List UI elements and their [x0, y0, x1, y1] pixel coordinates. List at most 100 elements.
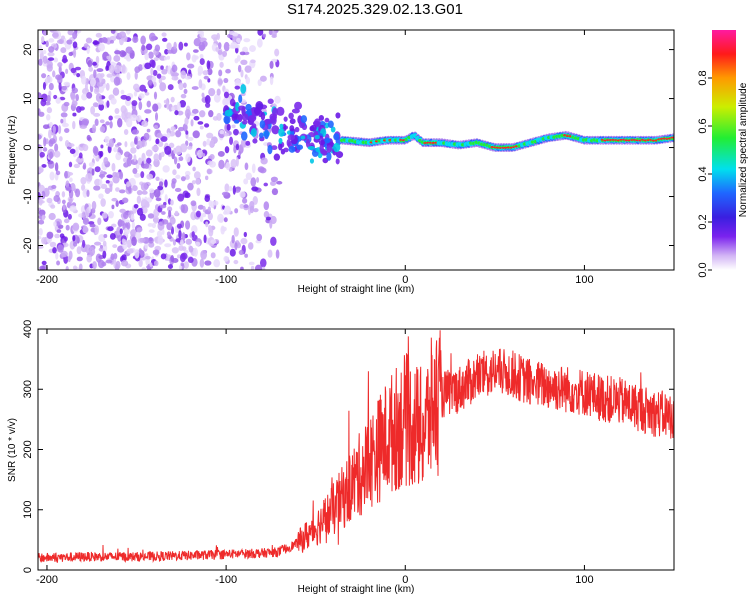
spectrogram-noise-blob — [38, 228, 43, 236]
spectrogram-noise-blob — [109, 120, 113, 129]
spectrogram-noise-blob — [67, 213, 72, 220]
spectrogram-noise-blob — [55, 97, 61, 104]
spectrogram-noise-blob — [103, 156, 109, 165]
spectrogram-noise-blob — [152, 103, 159, 112]
spectrogram-noise-blob — [119, 208, 126, 214]
spectrogram-transition-blob — [335, 112, 341, 119]
spectrogram-noise-blob — [102, 240, 107, 247]
spectrogram-noise-blob — [274, 95, 281, 104]
spectrogram-noise-blob — [167, 65, 172, 75]
spectrogram-noise-blob — [205, 102, 211, 108]
spectrogram-noise-blob — [167, 206, 173, 212]
spectrogram-noise-blob — [86, 189, 90, 197]
spectrogram-transition-blob — [238, 94, 243, 103]
spectrogram-noise-blob — [76, 246, 82, 255]
spectrogram-noise-blob — [257, 79, 262, 87]
spectrogram-noise-blob — [58, 124, 62, 134]
spectrogram-noise-blob — [161, 229, 165, 236]
spectrogram-noise-blob — [134, 71, 138, 80]
spectrogram-noise-blob — [138, 258, 143, 268]
spectrogram-noise-blob — [257, 166, 265, 173]
spectrogram-noise-blob — [161, 32, 167, 37]
spectrogram-noise-blob — [180, 176, 186, 182]
spectrogram-noise-blob — [185, 238, 193, 245]
spectrogram-noise-blob — [93, 185, 101, 191]
spectrogram-noise-blob — [65, 224, 70, 231]
spectrogram-noise-blob — [197, 121, 204, 125]
spectrogram-noise-blob — [263, 210, 270, 219]
spectrogram-noise-blob — [61, 199, 66, 205]
spectrogram-noise-blob — [184, 170, 191, 176]
spectrogram-noise-blob — [111, 162, 116, 172]
spectrogram-noise-blob — [46, 94, 51, 103]
spectrogram-noise-blob — [270, 180, 277, 186]
spectrogram-noise-blob — [257, 30, 264, 36]
spectrogram-noise-blob — [161, 219, 169, 225]
spectrogram-noise-blob — [250, 265, 255, 270]
spectrogram-noise-blob — [63, 236, 68, 242]
spectrogram-noise-blob — [56, 260, 60, 266]
spectrogram-noise-blob — [202, 140, 207, 147]
spectrogram-noise-blob — [187, 182, 194, 191]
spectrogram-noise-blob — [263, 182, 269, 187]
spectrogram-noise-blob — [174, 187, 182, 193]
spectrogram-noise-blob — [147, 223, 154, 227]
spectrogram-noise-blob — [193, 115, 200, 121]
spectrogram-noise-blob — [117, 118, 123, 128]
spectrogram-noise-blob — [249, 205, 254, 214]
spectrogram-transition-blob — [300, 115, 308, 124]
spectrogram-noise-blob — [167, 49, 174, 54]
spectrogram-noise-blob — [148, 32, 156, 42]
spectrogram-noise-blob — [135, 231, 142, 239]
spectrogram-noise-blob — [181, 232, 186, 242]
spectrogram-noise-blob — [216, 32, 221, 41]
spectrogram-noise-blob — [269, 60, 274, 69]
spectrogram-noise-blob — [108, 64, 115, 74]
spectrogram-noise-blob — [139, 237, 146, 243]
spectrogram-noise-blob — [38, 235, 42, 240]
spectrogram-noise-blob — [46, 231, 54, 239]
spectrogram-noise-blob — [178, 126, 185, 132]
colorbar-tick-label: 0.8 — [697, 70, 709, 85]
spectrogram-noise-blob — [256, 38, 263, 48]
spectrogram-noise-blob — [126, 181, 131, 188]
spectrogram-noise-blob — [85, 173, 93, 182]
spectrogram-noise-blob — [180, 204, 185, 213]
spectrogram-noise-blob — [99, 73, 105, 78]
spectrogram-noise-blob — [199, 258, 205, 268]
spectrogram-noise-blob — [160, 65, 164, 70]
spectrogram-noise-blob — [39, 151, 45, 158]
spectrogram-noise-blob — [208, 110, 214, 118]
spectrogram-transition-blob — [283, 147, 289, 153]
spectrogram-noise-blob — [185, 220, 191, 230]
spectrogram-noise-blob — [151, 75, 157, 83]
spectrogram-noise-blob — [171, 72, 180, 77]
spectrogram-noise-blob — [187, 136, 194, 142]
spectrogram-noise-blob — [140, 171, 145, 179]
spectrogram-noise-blob — [110, 97, 117, 105]
spectrogram-transition-blob — [287, 134, 296, 141]
spectrogram-noise-blob — [124, 141, 128, 148]
spectrogram-noise-blob — [138, 93, 145, 99]
spectrogram-noise-blob — [197, 204, 204, 210]
spectrogram-transition-blob — [276, 106, 285, 116]
spectrogram-noise-blob — [265, 216, 272, 221]
spectrogram-noise-blob — [45, 40, 49, 48]
spectrogram-transition-blob — [234, 85, 241, 90]
spectrogram-noise-blob — [53, 221, 57, 227]
spectrogram-noise-blob — [89, 223, 96, 228]
spectrogram-noise-blob — [224, 183, 230, 193]
spectrogram-noise-blob — [115, 187, 120, 192]
spectrogram-noise-blob — [41, 190, 46, 200]
spectrogram-noise-blob — [170, 255, 175, 263]
spectrogram-noise-blob — [195, 210, 201, 218]
spectrogram-noise-blob — [89, 77, 97, 87]
spectrogram-noise-blob — [51, 184, 57, 190]
spectrogram-transition-blob — [294, 101, 303, 110]
spectrogram-noise-blob — [117, 220, 125, 227]
spectrogram-transition-blob — [296, 144, 304, 150]
spectrogram-noise-blob — [216, 112, 222, 121]
spectrogram-noise-blob — [206, 60, 211, 70]
spectrogram-noise-blob — [70, 67, 77, 74]
spectrogram-noise-blob — [78, 263, 83, 270]
